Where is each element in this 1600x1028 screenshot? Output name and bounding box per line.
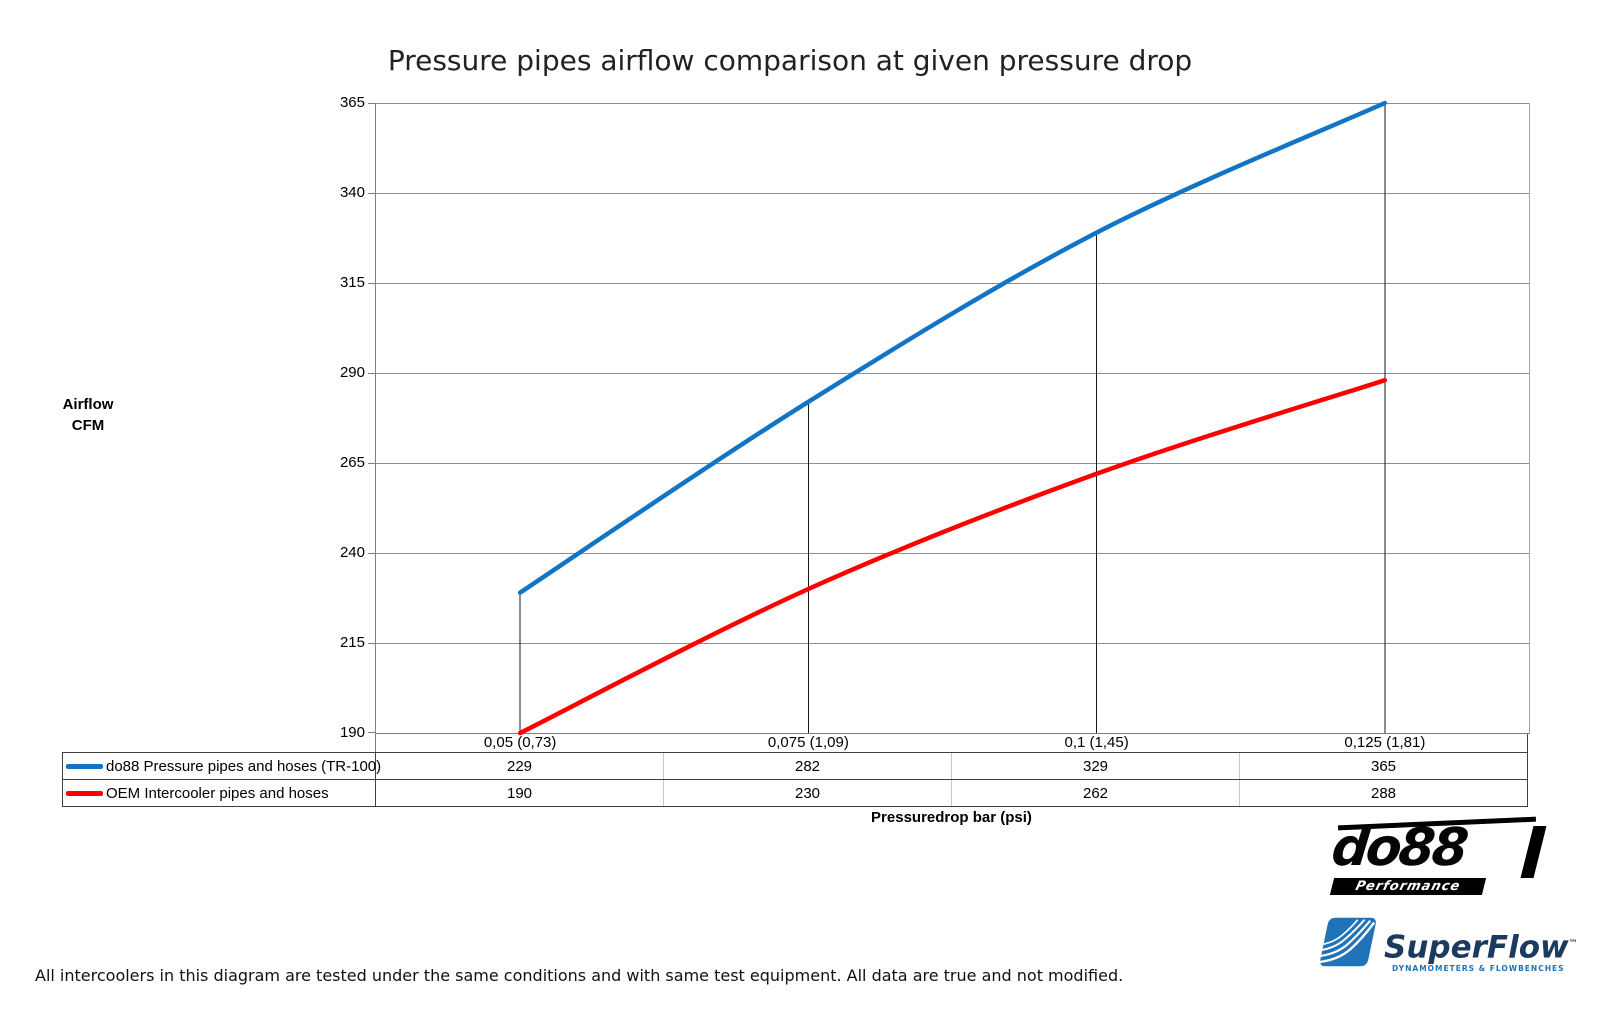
- series-name-1: OEM Intercooler pipes and hoses: [106, 784, 329, 802]
- gridline-315: [376, 283, 1529, 284]
- value-cell-0-3: 365: [1239, 753, 1527, 779]
- superflow-wordmark: SuperFlow: [1384, 929, 1569, 966]
- gridline-265: [376, 463, 1529, 464]
- x-axis-title: Pressuredrop bar (psi): [871, 809, 1032, 826]
- x-axis-category-row: 0,05 (0,73) 0,075 (1,09) 0,1 (1,45) 0,125 (…: [375, 734, 1528, 752]
- series-name-0: do88 Pressure pipes and hoses (TR-100): [106, 757, 382, 775]
- gridline-215: [376, 643, 1529, 644]
- table-row-1: OEM Intercooler pipes and hoses 190 230 262…: [63, 779, 1527, 806]
- y-axis-tick-290: [368, 373, 376, 374]
- do88-logo-banner: Performance: [1329, 878, 1487, 895]
- plot-area: [368, 100, 1530, 736]
- y-axis-tick-340: [368, 193, 376, 194]
- gridline-240: [376, 553, 1529, 554]
- category-label-0: 0,05 (0,73): [483, 734, 557, 751]
- do88-logo: do88 Performance: [1326, 814, 1547, 900]
- y-tick-label-340: 340: [339, 184, 365, 201]
- legend-swatch-1: [66, 790, 103, 796]
- chart-title: Pressure pipes airflow comparison at giv…: [387, 44, 1193, 77]
- footer-note: All intercoolers in this diagram are tes…: [35, 966, 1124, 985]
- y-tick-label-290: 290: [339, 364, 365, 381]
- series-line-1: [517, 377, 1388, 736]
- data-table: do88 Pressure pipes and hoses (TR-100) 22…: [62, 752, 1528, 807]
- legend-cell-0: do88 Pressure pipes and hoses (TR-100): [63, 753, 381, 779]
- y-axis-tick-215: [368, 643, 376, 644]
- value-cell-0-0: 229: [506, 757, 533, 775]
- do88-logo-text: do88: [1328, 818, 1469, 878]
- series-line-0: [517, 100, 1388, 595]
- y-axis-tick-365: [368, 103, 376, 104]
- gridline-340: [376, 193, 1529, 194]
- table-row-0: do88 Pressure pipes and hoses (TR-100) 22…: [63, 753, 1527, 779]
- value-cell-0-2: 329: [951, 753, 1239, 779]
- legend-swatch-0: [66, 763, 103, 769]
- y-axis-tick-190: [368, 732, 376, 733]
- y-tick-label-190: 190: [339, 724, 365, 741]
- superflow-logo: SuperFlow™ DYNAMOMETERS & FLOWBENCHES: [1316, 916, 1578, 973]
- y-axis-title-line2: CFM: [71, 417, 105, 434]
- series-plot-svg: [517, 100, 1388, 736]
- value-cell-1-1: 230: [663, 780, 951, 806]
- y-axis-labels: 190 215 240 265 290 315 340 365: [295, 94, 365, 741]
- y-tick-label-315: 315: [339, 274, 365, 291]
- value-cell-1-3: 288: [1239, 780, 1527, 806]
- legend-cell-1: OEM Intercooler pipes and hoses: [63, 780, 376, 806]
- do88-logo-tagline: Performance: [1353, 879, 1463, 894]
- category-label-1: 0,075 (1,09): [767, 734, 849, 751]
- do88-logo-edge: [1520, 826, 1547, 878]
- value-cell-1-0: 190: [506, 784, 533, 802]
- superflow-logo-textblock: SuperFlow™ DYNAMOMETERS & FLOWBENCHES: [1384, 928, 1578, 973]
- category-label-3: 0,125 (1,81): [1344, 734, 1426, 751]
- y-tick-label-365: 365: [339, 94, 365, 111]
- y-tick-label-265: 265: [339, 454, 365, 471]
- value-cell-1-2: 262: [951, 780, 1239, 806]
- y-tick-label-240: 240: [339, 544, 365, 561]
- y-axis-tick-315: [368, 283, 376, 284]
- y-axis-title-line1: Airflow: [62, 396, 114, 413]
- superflow-tagline: DYNAMOMETERS & FLOWBENCHES: [1392, 964, 1565, 974]
- y-axis-title: Airflow CFM: [38, 394, 138, 436]
- superflow-trademark: ™: [1568, 939, 1578, 949]
- y-axis-tick-240: [368, 553, 376, 554]
- gridline-365: [376, 103, 1529, 104]
- superflow-wave-icon: [1316, 917, 1376, 967]
- y-tick-label-215: 215: [339, 634, 365, 651]
- category-label-2: 0,1 (1,45): [1064, 734, 1129, 751]
- gridline-290: [376, 373, 1529, 374]
- value-cell-0-1: 282: [663, 753, 951, 779]
- superflow-logo-text: SuperFlow™: [1384, 928, 1578, 963]
- y-axis-tick-265: [368, 463, 376, 464]
